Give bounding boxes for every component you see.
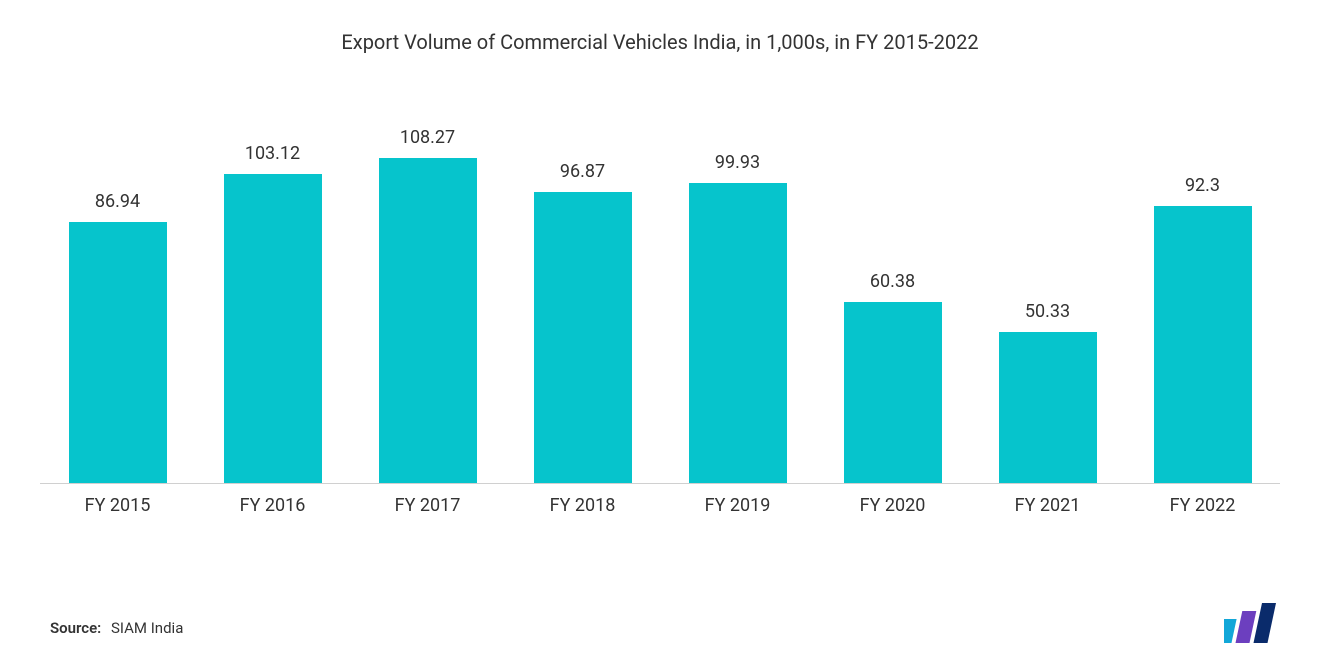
bar-group: 99.93 (660, 94, 815, 483)
bar-value-label: 99.93 (715, 152, 760, 173)
bar-group: 86.94 (40, 94, 195, 483)
chart-container: Export Volume of Commercial Vehicles Ind… (0, 0, 1320, 665)
bar (69, 222, 167, 483)
bar-value-label: 86.94 (95, 191, 140, 212)
bar (999, 332, 1097, 483)
x-axis-label: FY 2016 (195, 495, 350, 516)
bar-group: 92.3 (1125, 94, 1280, 483)
bar (689, 183, 787, 483)
x-axis-label: FY 2017 (350, 495, 505, 516)
bar-value-label: 108.27 (400, 127, 455, 148)
bar-value-label: 96.87 (560, 161, 605, 182)
brand-logo-icon (1224, 603, 1280, 643)
chart-title: Export Volume of Commercial Vehicles Ind… (40, 30, 1280, 54)
x-axis-labels: FY 2015FY 2016FY 2017FY 2018FY 2019FY 20… (40, 486, 1280, 524)
source-label: Source: (50, 619, 101, 637)
x-axis-label: FY 2018 (505, 495, 660, 516)
x-axis-label: FY 2022 (1125, 495, 1280, 516)
source-line: Source: SIAM India (50, 619, 183, 637)
source-text: SIAM India (111, 619, 183, 637)
x-axis-label: FY 2019 (660, 495, 815, 516)
bar-group: 50.33 (970, 94, 1125, 483)
bar (844, 302, 942, 483)
bar (224, 174, 322, 483)
bar-value-label: 92.3 (1185, 175, 1220, 196)
bar (534, 192, 632, 483)
bar-group: 108.27 (350, 94, 505, 483)
bar-value-label: 50.33 (1025, 301, 1070, 322)
bar-value-label: 103.12 (245, 143, 300, 164)
bar-group: 60.38 (815, 94, 970, 483)
bars-wrapper: 86.94 103.12 108.27 96.87 99.93 60.38 50.33 92.… (40, 94, 1280, 484)
chart-area: 86.94 103.12 108.27 96.87 99.93 60.38 50.33 92.… (40, 94, 1280, 524)
x-axis-label: FY 2015 (40, 495, 195, 516)
x-axis-label: FY 2020 (815, 495, 970, 516)
bar-value-label: 60.38 (870, 271, 915, 292)
bar-group: 96.87 (505, 94, 660, 483)
bar-group: 103.12 (195, 94, 350, 483)
x-axis-label: FY 2021 (970, 495, 1125, 516)
bar (379, 158, 477, 483)
bar (1154, 206, 1252, 483)
